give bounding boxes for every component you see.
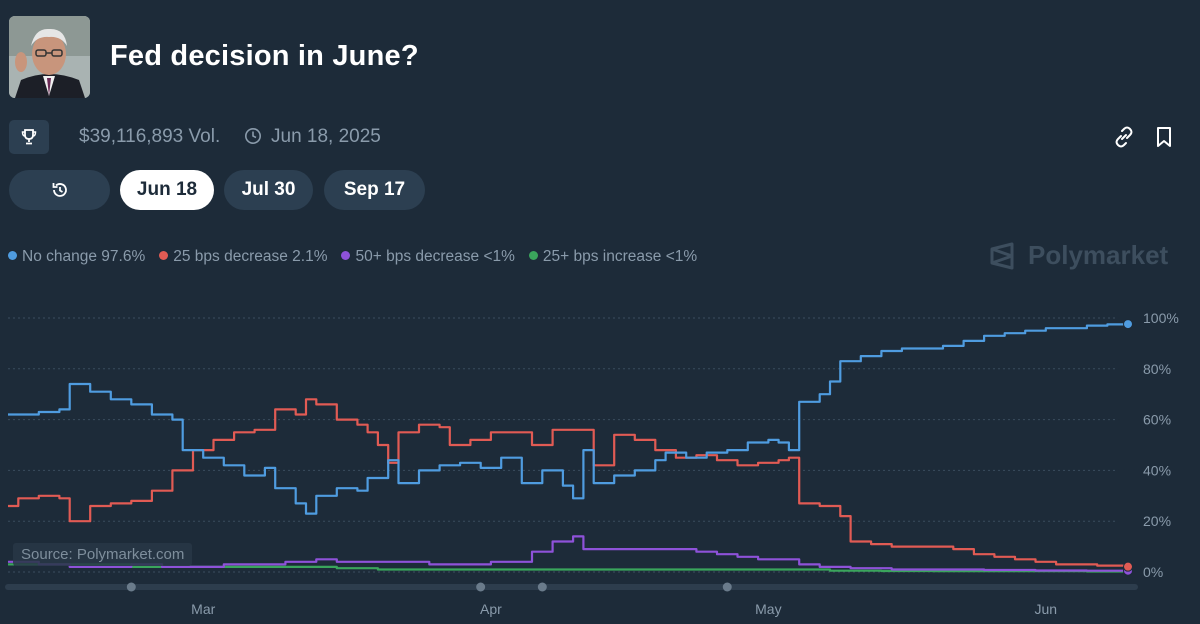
page-title: Fed decision in June? (110, 40, 419, 72)
series-end-point (1123, 561, 1133, 572)
trophy-icon (21, 129, 37, 145)
x-tick-label: Apr (480, 601, 502, 617)
legend-item-25-decrease[interactable]: 25 bps decrease 2.1% (159, 248, 327, 266)
legend-item-no-change[interactable]: No change 97.6% (8, 248, 145, 266)
tab-jul-30[interactable]: Jul 30 (224, 170, 313, 210)
y-tick-label: 80% (1143, 361, 1171, 377)
tab-sep-17[interactable]: Sep 17 (324, 170, 425, 210)
timeline-marker (476, 582, 486, 592)
x-tick-label: May (755, 601, 781, 617)
tab-history[interactable] (9, 170, 110, 210)
legend-item-50-decrease[interactable]: 50+ bps decrease <1% (341, 248, 515, 266)
history-icon (52, 183, 67, 197)
timeline-marker (126, 582, 136, 592)
legend-item-25-increase[interactable]: 25+ bps increase <1% (528, 248, 697, 266)
chart-legend: No change 97.6% 25 bps decrease 2.1% 50+ b… (8, 248, 711, 266)
trophy-button[interactable] (9, 120, 49, 154)
x-tick-label: Mar (191, 601, 215, 617)
y-tick-label: 0% (1143, 564, 1163, 580)
y-tick-label: 60% (1143, 412, 1171, 428)
volume-text: $39,116,893 Vol. (79, 126, 221, 147)
bookmark-icon[interactable] (1154, 125, 1174, 149)
market-image (9, 16, 90, 98)
clock-icon (245, 128, 261, 144)
series-line-50-bps-decrease (8, 535, 1128, 572)
x-tick-label: Jun (1035, 601, 1058, 617)
end-date-text: Jun 18, 2025 (271, 126, 381, 147)
tab-jun-18[interactable]: Jun 18 (120, 170, 214, 210)
timeline-marker (722, 582, 732, 592)
link-icon[interactable] (1112, 125, 1136, 149)
series-line-no-change (8, 323, 1130, 515)
series-end-point (1123, 319, 1133, 330)
y-tick-label: 20% (1143, 513, 1171, 529)
series-line-25-bps-decrease (8, 398, 1130, 567)
y-tick-label: 40% (1143, 462, 1171, 478)
polymarket-logo-icon (990, 242, 1014, 269)
y-tick-label: 100% (1143, 310, 1179, 326)
source-label: Source: Polymarket.com (13, 543, 193, 566)
timeline-marker (537, 582, 547, 592)
polymarket-watermark: Polymarket (988, 240, 1168, 271)
